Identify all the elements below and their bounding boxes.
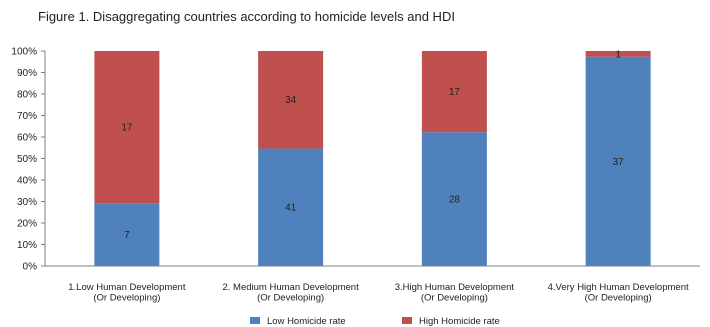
x-tick-label: 4.Very High Human Development (Or Develop…: [548, 282, 689, 304]
x-tick-label: 2. Medium Human Development (Or Developin…: [223, 282, 360, 304]
x-tick-label-line: 4.Very High Human Development: [548, 282, 689, 293]
x-axis: 1.Low Human Development (Or Developing)2.…: [45, 265, 700, 304]
data-label: 34: [285, 95, 297, 106]
y-tick-label: 80%: [17, 90, 37, 101]
bars-group: 7 17 41 34 28 17 37 1: [94, 49, 651, 266]
legend: Low Homicide rate High Homicide rate: [250, 316, 500, 327]
bar-segment-high: [94, 51, 160, 204]
y-tick-label: 70%: [17, 111, 37, 122]
x-tick-label-line: (Or Developing): [585, 293, 652, 304]
legend-label: Low Homicide rate: [267, 316, 346, 327]
data-label: 7: [124, 230, 130, 241]
bar-segment-low: [421, 132, 487, 266]
x-tick-label-line: 3.High Human Development: [395, 282, 515, 293]
y-tick-label: 50%: [17, 154, 37, 165]
data-label: 17: [121, 123, 133, 134]
bar-segment-low: [258, 148, 324, 266]
y-tick-label: 60%: [17, 133, 37, 144]
y-tick-label: 40%: [17, 176, 37, 187]
y-tick-label: 20%: [17, 219, 37, 230]
x-tick-label-line: 2. Medium Human Development: [223, 282, 360, 293]
y-tick-label: 90%: [17, 68, 37, 79]
x-tick-label: 1.Low Human Development (Or Developing): [68, 282, 186, 304]
y-axis: 0% 10% 20% 30% 40% 50% 60% 70% 80% 90% 100%: [11, 47, 46, 273]
data-label: 17: [449, 87, 461, 98]
bar-segment-high: [258, 51, 324, 149]
x-tick-label-line: 1.Low Human Development: [68, 282, 186, 293]
legend-swatch-high: [402, 317, 412, 324]
y-tick-label: 0%: [23, 262, 38, 273]
data-label: 28: [449, 195, 461, 206]
x-tick-label: 3.High Human Development (Or Developing): [395, 282, 515, 304]
y-tick-label: 100%: [11, 47, 37, 58]
chart-title: Figure 1. Disaggregating countries accor…: [38, 9, 455, 24]
bar-segment-high: [585, 51, 651, 57]
bar-segment-low: [585, 56, 651, 266]
y-tick-label: 30%: [17, 197, 37, 208]
x-tick-label-line: (Or Developing): [257, 293, 324, 304]
data-label: 37: [613, 157, 625, 168]
x-tick-label-line: (Or Developing): [421, 293, 488, 304]
legend-label: High Homicide rate: [419, 316, 500, 327]
data-label: 1: [615, 49, 621, 60]
legend-swatch-low: [250, 317, 260, 324]
bar-segment-low: [94, 203, 160, 266]
x-tick-label-line: (Or Developing): [93, 293, 160, 304]
bar-segment-high: [421, 51, 487, 133]
y-tick-label: 10%: [17, 240, 37, 251]
data-label: 41: [285, 203, 297, 214]
